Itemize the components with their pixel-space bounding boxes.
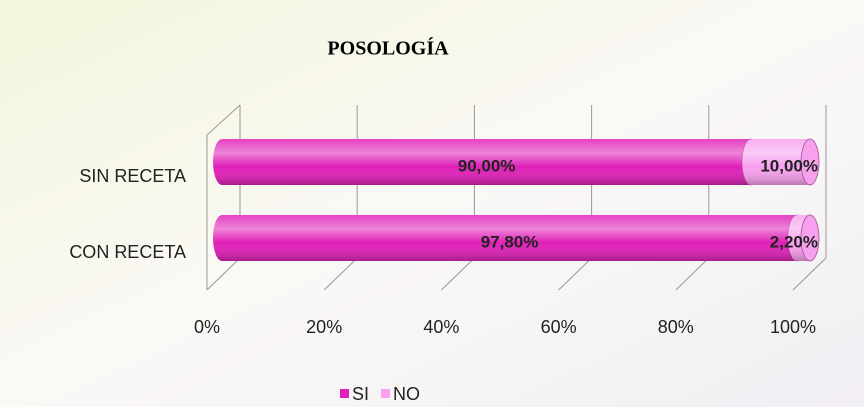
legend-swatch — [381, 389, 391, 398]
x-tick-label: 60% — [541, 317, 577, 337]
side-wall-edge — [206, 104, 241, 136]
legend-label: SI — [352, 384, 369, 404]
value-label: 2,20% — [770, 232, 818, 251]
x-tick-label: 80% — [658, 317, 694, 337]
value-label: 90,00% — [458, 156, 516, 175]
chart-title: POSOLOGÍA — [327, 37, 449, 60]
legend-label: NO — [393, 384, 420, 404]
value-label: 10,00% — [760, 156, 818, 175]
x-tick-label: 100% — [770, 317, 816, 337]
legend-swatch — [340, 389, 349, 398]
x-tick-label: 20% — [306, 317, 342, 337]
bar-segment — [742, 138, 820, 186]
x-tick-label: 40% — [423, 317, 459, 337]
bar-segment — [788, 214, 820, 262]
category-label: SIN RECETA — [79, 166, 186, 186]
category-label: CON RECETA — [69, 242, 186, 262]
value-label: 97,80% — [481, 232, 539, 251]
grid-line — [792, 105, 827, 291]
x-tick-label: 0% — [194, 317, 220, 337]
